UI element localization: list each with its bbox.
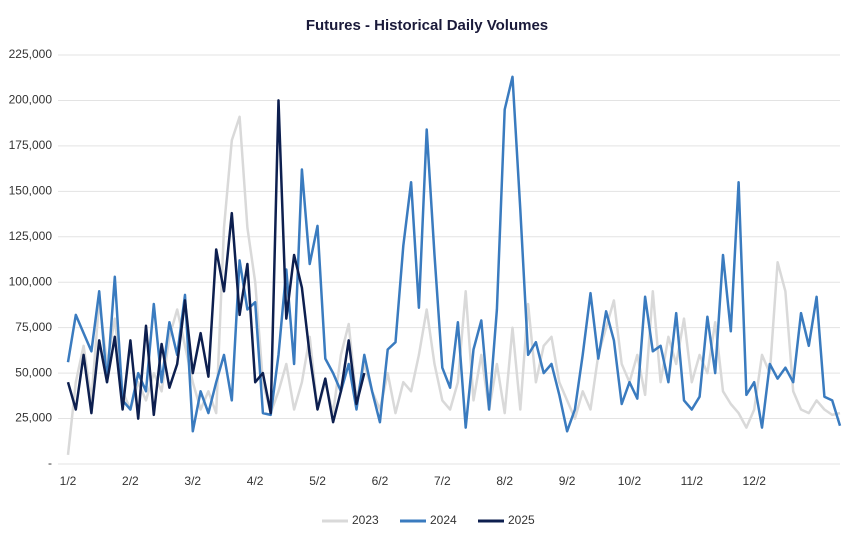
- y-tick-label: 100,000: [9, 274, 53, 288]
- legend-label: 2025: [508, 513, 535, 527]
- x-tick-label: 6/2: [372, 474, 389, 488]
- legend-label: 2023: [352, 513, 379, 527]
- chart-title: Futures - Historical Daily Volumes: [306, 17, 548, 34]
- y-tick-label: -: [48, 456, 52, 470]
- x-tick-label: 5/2: [309, 474, 326, 488]
- series-line: [66, 99, 366, 424]
- x-tick-label: 1/2: [60, 474, 77, 488]
- y-tick-label: 175,000: [9, 138, 53, 152]
- x-tick-label: 2/2: [122, 474, 139, 488]
- series-line: [66, 115, 841, 456]
- series-line: [66, 75, 842, 433]
- x-tick-label: 9/2: [559, 474, 576, 488]
- x-tick-label: 7/2: [434, 474, 451, 488]
- y-tick-label: 25,000: [15, 411, 52, 425]
- y-tick-label: 125,000: [9, 229, 53, 243]
- y-tick-label: 200,000: [9, 93, 53, 107]
- y-tick-label: 50,000: [15, 365, 52, 379]
- x-tick-label: 3/2: [184, 474, 201, 488]
- x-tick-label: 10/2: [618, 474, 642, 488]
- x-tick-label: 8/2: [496, 474, 513, 488]
- legend-label: 2024: [430, 513, 457, 527]
- x-tick-label: 12/2: [743, 474, 767, 488]
- y-tick-label: 225,000: [9, 47, 53, 61]
- y-tick-label: 75,000: [15, 320, 52, 334]
- x-tick-label: 4/2: [247, 474, 264, 488]
- y-tick-label: 150,000: [9, 184, 53, 198]
- x-tick-label: 11/2: [681, 474, 704, 488]
